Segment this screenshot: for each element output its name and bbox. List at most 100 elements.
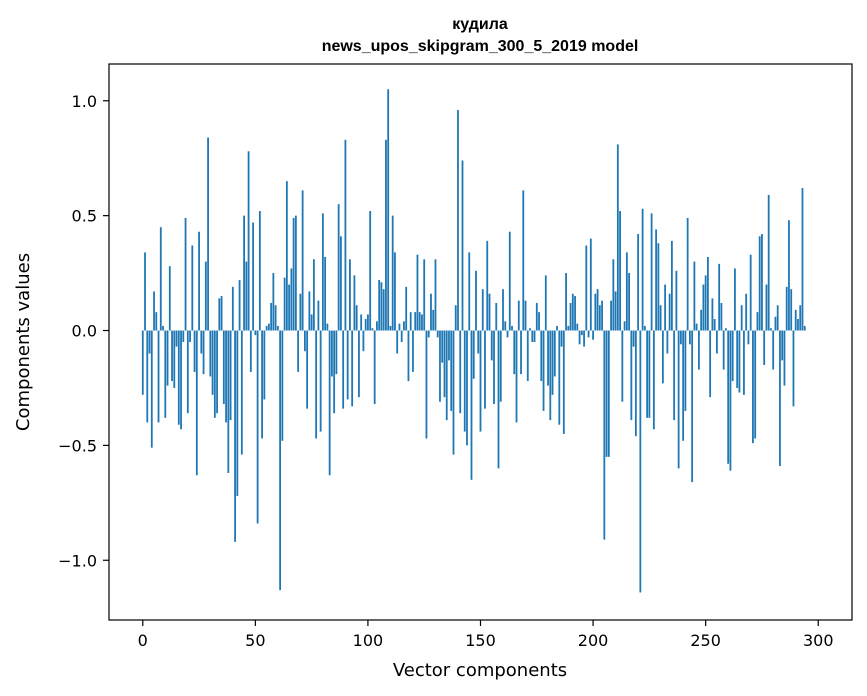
bar-172 — [529, 328, 531, 331]
bar-5 — [153, 291, 155, 331]
bar-165 — [513, 330, 516, 375]
bar-254 — [713, 319, 716, 331]
bar-282 — [776, 305, 779, 331]
bar-276 — [763, 330, 766, 365]
bar-136 — [448, 330, 450, 361]
bar-223 — [643, 325, 646, 331]
bar-140 — [457, 109, 459, 331]
bar-84 — [331, 330, 333, 377]
bar-271 — [752, 330, 754, 444]
bar-49 — [252, 222, 254, 331]
bar-115 — [400, 330, 403, 342]
bar-1 — [144, 252, 146, 331]
bar-29 — [207, 137, 209, 331]
bar-15 — [175, 330, 178, 347]
bar-88 — [340, 236, 342, 331]
bar-245 — [693, 261, 696, 331]
bar-283 — [779, 330, 781, 467]
bar-261 — [729, 330, 732, 471]
bar-143 — [463, 330, 466, 432]
bar-90 — [344, 139, 347, 331]
bar-196 — [583, 330, 585, 347]
bar-55 — [265, 325, 268, 331]
bar-103 — [373, 330, 376, 405]
bar-71 — [301, 190, 304, 331]
bar-212 — [619, 211, 621, 331]
bar-185 — [558, 330, 561, 425]
bar-122 — [416, 254, 419, 331]
bar-75 — [310, 314, 313, 331]
bar-208 — [610, 300, 612, 331]
bar-126 — [425, 330, 428, 439]
bar-64 — [285, 181, 288, 331]
bar-38 — [227, 330, 230, 473]
bar-264 — [736, 330, 739, 388]
bar-191 — [571, 293, 574, 331]
bar-138 — [452, 330, 455, 455]
bar-27 — [202, 330, 205, 375]
bar-14 — [173, 330, 176, 388]
bar-278 — [767, 194, 770, 331]
bar-17 — [180, 330, 182, 430]
bar-221 — [639, 330, 642, 593]
bar-104 — [376, 321, 378, 331]
bar-43 — [238, 279, 241, 331]
bar-119 — [409, 312, 412, 331]
bar-9 — [162, 325, 164, 331]
bar-13 — [171, 330, 173, 382]
bar-77 — [315, 330, 318, 439]
bar-158 — [497, 330, 500, 469]
bar-247 — [698, 330, 700, 370]
bar-286 — [785, 286, 788, 331]
bar-168 — [520, 330, 522, 375]
bar-141 — [459, 330, 462, 414]
bar-177 — [540, 330, 543, 382]
bar-109 — [387, 89, 390, 331]
bar-89 — [342, 330, 345, 409]
bar-56 — [267, 323, 270, 331]
bar-198 — [587, 330, 590, 338]
bar-229 — [657, 243, 660, 331]
bar-19 — [184, 217, 187, 331]
x-tick-label: 300 — [803, 631, 834, 650]
bar-272 — [754, 330, 757, 439]
bar-98 — [362, 330, 365, 352]
y-axis-label: Components values — [13, 253, 34, 431]
x-tick-label: 150 — [465, 631, 496, 650]
bar-85 — [333, 330, 336, 414]
bar-211 — [616, 144, 619, 331]
bar-169 — [522, 190, 525, 331]
bar-127 — [427, 330, 430, 338]
bar-182 — [551, 330, 554, 395]
bar-205 — [603, 330, 606, 540]
bar-16 — [177, 330, 180, 425]
bar-241 — [684, 330, 687, 411]
bar-35 — [220, 296, 223, 331]
bar-12 — [168, 266, 171, 331]
bar-216 — [628, 273, 630, 331]
bar-48 — [249, 330, 252, 372]
bar-102 — [371, 328, 374, 331]
bar-118 — [407, 330, 410, 382]
bar-281 — [774, 316, 777, 331]
bar-255 — [716, 330, 718, 354]
bar-25 — [198, 231, 200, 331]
bar-106 — [380, 282, 383, 331]
bar-162 — [506, 330, 509, 338]
bar-74 — [308, 291, 311, 331]
bar-30 — [209, 330, 212, 377]
bar-11 — [166, 330, 169, 386]
bar-59 — [274, 305, 277, 331]
bar-253 — [711, 298, 714, 331]
bar-145 — [468, 252, 471, 331]
bar-195 — [580, 330, 583, 336]
bar-275 — [761, 234, 763, 331]
bar-190 — [569, 302, 572, 331]
bar-227 — [652, 330, 655, 430]
bar-42 — [236, 330, 239, 496]
bar-226 — [650, 213, 653, 331]
bar-252 — [709, 330, 712, 398]
bar-150 — [479, 330, 482, 432]
